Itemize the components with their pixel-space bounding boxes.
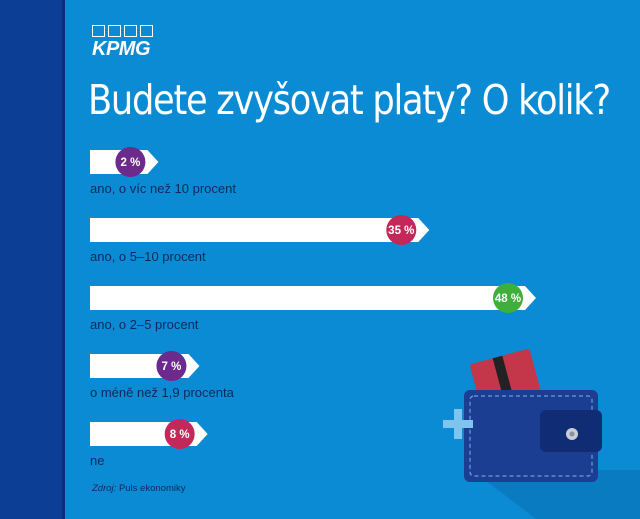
- value-badge-5: [164, 419, 195, 449]
- left-band: [0, 0, 62, 519]
- bars-group: 2 % ano, o víc než 10 procent 35 % ano, o 5…: [90, 147, 536, 468]
- bar-3: [90, 286, 536, 310]
- category-label-4: o méně než 1,9 procenta: [90, 385, 235, 400]
- value-label-3: 48 %: [495, 293, 521, 305]
- card-stripe: [492, 355, 514, 401]
- bar-2: [90, 218, 430, 242]
- logo-boxes: [92, 25, 156, 37]
- clasp-button-center: [569, 431, 575, 437]
- value-label-5: 8 %: [170, 429, 190, 441]
- value-badge-4: [156, 351, 187, 381]
- value-label-2: 35 %: [388, 225, 414, 237]
- plus-icon: [443, 409, 473, 439]
- value-label-1: 2 %: [121, 157, 141, 169]
- source-name: Puls ekonomiky: [118, 483, 186, 494]
- category-label-5: ne: [90, 453, 104, 468]
- wallet-shadow: [472, 470, 640, 519]
- value-badge-2: [386, 215, 417, 245]
- value-badge-3: [493, 283, 523, 313]
- source-prefix: Zdroj:: [92, 483, 117, 494]
- logo-text: KPMG: [92, 38, 151, 60]
- category-label-3: ano, o 2–5 procent: [90, 317, 199, 332]
- chart-title: Budete zvyšovat platy? O kolik?: [88, 76, 611, 124]
- kpmg-logo: KPMG: [92, 25, 156, 59]
- category-label-1: ano, o víc než 10 procent: [90, 181, 236, 196]
- value-badge-1: [115, 147, 146, 177]
- left-band-edge: [62, 0, 65, 519]
- category-label-2: ano, o 5–10 procent: [90, 249, 206, 264]
- source-note: Zdroj: Puls ekonomiky: [92, 483, 185, 494]
- wallet-illustration: [464, 349, 640, 519]
- value-label-4: 7 %: [162, 361, 182, 373]
